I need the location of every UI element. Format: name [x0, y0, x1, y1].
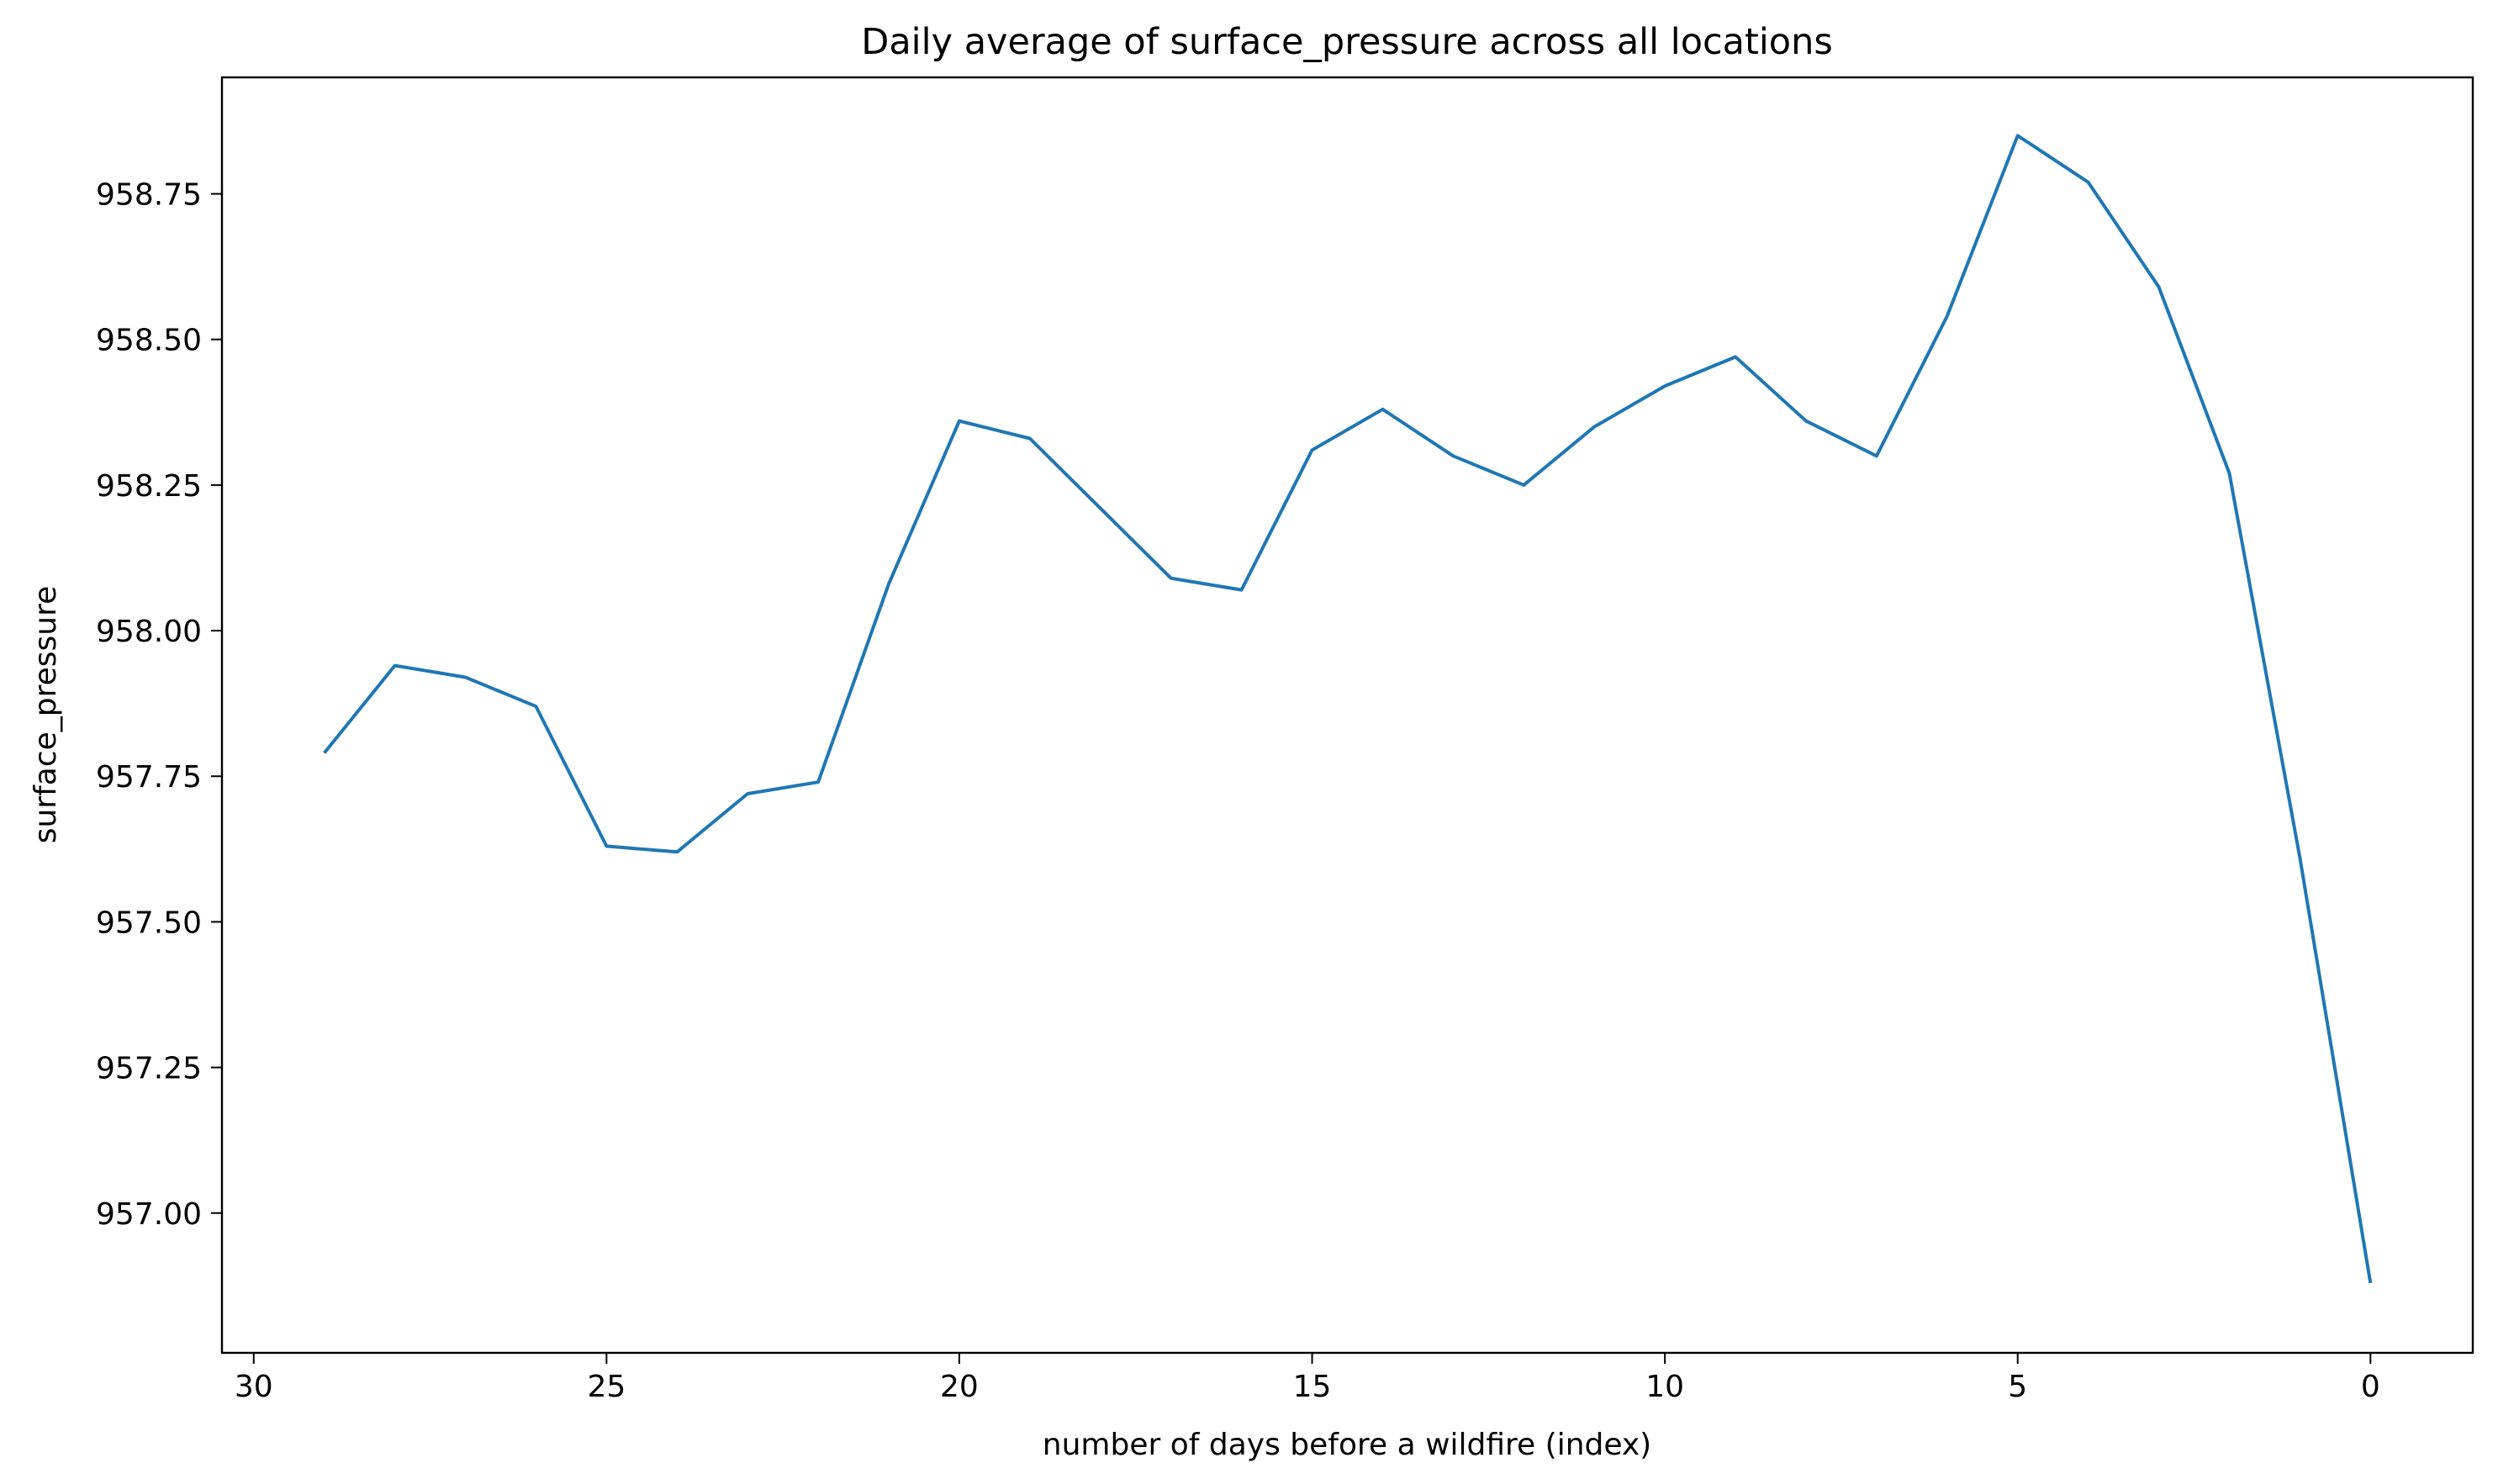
x-tick-label: 15	[1293, 1370, 1332, 1404]
series-line	[323, 134, 2373, 1284]
x-tick-label: 0	[2361, 1370, 2380, 1404]
y-axis-label: surface_pressure	[29, 586, 63, 844]
plot-frame	[220, 76, 2474, 1355]
y-tick-label: 957.75	[96, 760, 202, 795]
y-tick-label: 958.00	[96, 615, 202, 649]
x-tick-label: 20	[940, 1370, 979, 1404]
y-tick-label: 958.25	[96, 469, 202, 504]
axes-layer: 30 25 20 15 10 5 0 957.00 957.25 957.50 957.75 958.…	[96, 178, 2380, 1404]
x-tick-label: 25	[587, 1370, 626, 1404]
x-tick-label: 30	[235, 1370, 273, 1404]
y-tick-label: 957.00	[96, 1197, 202, 1232]
series-layer	[323, 134, 2373, 1284]
x-tick-label: 5	[2008, 1370, 2027, 1404]
x-axis-label: number of days before a wildfire (index)	[1043, 1428, 1651, 1462]
plot-area	[222, 77, 2473, 1353]
x-tick-label: 10	[1645, 1370, 1684, 1404]
y-tick-label: 957.25	[96, 1052, 202, 1086]
y-tick-label: 958.50	[96, 324, 202, 358]
y-tick-label: 958.75	[96, 178, 202, 213]
chart-title: Daily average of surface_pressure across…	[861, 21, 1833, 63]
y-tick-label: 957.50	[96, 906, 202, 940]
